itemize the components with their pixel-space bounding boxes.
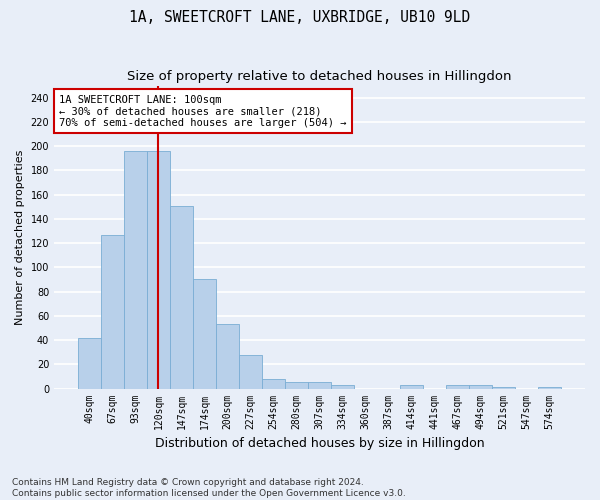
Bar <box>308 382 331 388</box>
Bar <box>262 379 285 388</box>
Bar <box>170 206 193 388</box>
Bar <box>193 280 216 388</box>
Bar <box>78 338 101 388</box>
Bar <box>147 151 170 388</box>
Bar <box>239 354 262 388</box>
Bar <box>400 385 423 388</box>
X-axis label: Distribution of detached houses by size in Hillingdon: Distribution of detached houses by size … <box>155 437 484 450</box>
Bar <box>101 234 124 388</box>
Bar <box>124 151 147 388</box>
Bar <box>469 385 492 388</box>
Text: Contains HM Land Registry data © Crown copyright and database right 2024.
Contai: Contains HM Land Registry data © Crown c… <box>12 478 406 498</box>
Text: 1A, SWEETCROFT LANE, UXBRIDGE, UB10 9LD: 1A, SWEETCROFT LANE, UXBRIDGE, UB10 9LD <box>130 10 470 25</box>
Text: 1A SWEETCROFT LANE: 100sqm
← 30% of detached houses are smaller (218)
70% of sem: 1A SWEETCROFT LANE: 100sqm ← 30% of deta… <box>59 94 347 128</box>
Bar <box>331 385 354 388</box>
Title: Size of property relative to detached houses in Hillingdon: Size of property relative to detached ho… <box>127 70 512 83</box>
Bar <box>216 324 239 388</box>
Y-axis label: Number of detached properties: Number of detached properties <box>15 150 25 324</box>
Bar <box>285 382 308 388</box>
Bar <box>446 385 469 388</box>
